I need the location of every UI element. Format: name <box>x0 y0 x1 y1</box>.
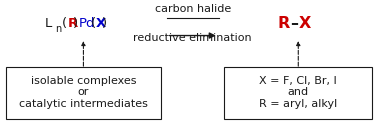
Text: or: or <box>78 87 89 97</box>
Text: and: and <box>288 87 309 97</box>
Text: X = F, Cl, Br, I: X = F, Cl, Br, I <box>259 76 337 86</box>
Text: carbon halide: carbon halide <box>155 4 231 14</box>
Text: R = aryl, alkyl: R = aryl, alkyl <box>259 99 338 109</box>
Text: catalytic intermediates: catalytic intermediates <box>19 99 148 109</box>
Text: X: X <box>299 16 311 31</box>
Text: isolable complexes: isolable complexes <box>31 76 136 86</box>
FancyBboxPatch shape <box>224 67 372 120</box>
Text: (: ( <box>91 17 96 30</box>
Text: X: X <box>96 17 106 30</box>
Text: n: n <box>55 24 61 34</box>
Text: L: L <box>45 17 52 30</box>
Text: R: R <box>68 17 78 30</box>
FancyBboxPatch shape <box>6 67 161 120</box>
Text: reductive elimination: reductive elimination <box>133 33 252 43</box>
Text: ): ) <box>73 17 79 30</box>
Text: R: R <box>278 16 290 31</box>
Text: (: ( <box>62 17 67 30</box>
Text: –: – <box>290 16 298 31</box>
Text: Pd: Pd <box>79 17 96 30</box>
Text: ): ) <box>102 17 107 30</box>
